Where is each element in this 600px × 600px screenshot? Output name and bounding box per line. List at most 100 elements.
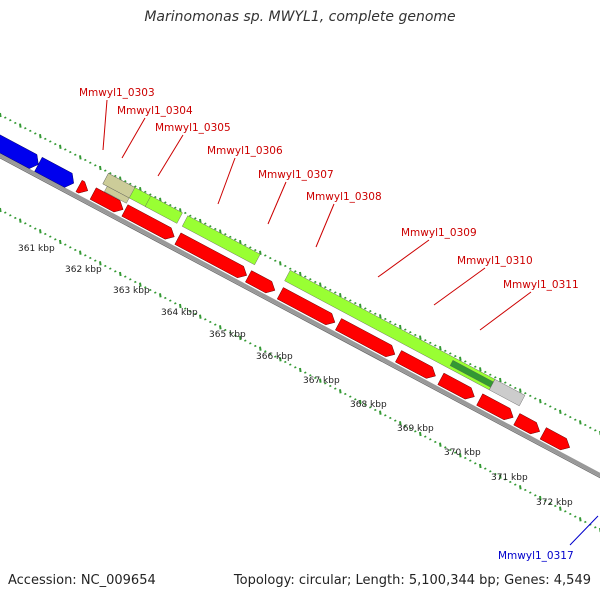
gc-tick <box>84 254 87 257</box>
gc-tick <box>384 317 387 321</box>
reverse-cds-arrow <box>34 156 74 188</box>
gc-tick <box>469 362 472 366</box>
gc-tick <box>14 121 17 125</box>
gene-label: Mmwyl1_0306 <box>207 145 283 157</box>
gc-tick <box>314 280 317 284</box>
gc-tick <box>224 233 227 236</box>
gc-tick <box>109 267 112 270</box>
gc-tick <box>489 470 492 473</box>
feature-layer <box>0 134 571 451</box>
gc-tick <box>519 388 522 393</box>
gc-tick <box>89 256 92 260</box>
kbp-tick-label: 368 kbp <box>350 400 387 410</box>
gc-tick <box>394 419 397 422</box>
gc-tick <box>324 286 327 289</box>
gc-tick <box>464 360 467 363</box>
gc-tick <box>69 150 72 154</box>
gc-tick <box>184 211 187 215</box>
gene-label-leader <box>479 291 532 331</box>
forward-cds-arrow <box>276 287 336 326</box>
gc-tick <box>189 310 192 313</box>
gc-tick <box>229 331 232 334</box>
gc-tick <box>64 148 67 151</box>
gc-tick <box>504 478 507 481</box>
gc-tick <box>39 134 42 139</box>
reverse-cds-arrow <box>0 134 39 169</box>
gc-tick <box>479 463 482 469</box>
gc-tick <box>459 356 462 361</box>
gc-tick <box>469 459 472 462</box>
gc-tick <box>54 143 57 146</box>
gc-tick <box>239 335 242 341</box>
kbp-tick-label: 363 kbp <box>113 286 150 296</box>
gc-tick <box>229 235 232 239</box>
gc-tick <box>569 415 572 419</box>
gc-tick <box>109 172 112 175</box>
kbp-tick-label: 366 kbp <box>256 352 293 362</box>
backbone-edge <box>0 157 600 479</box>
gc-tick <box>414 430 417 433</box>
gc-tick <box>534 397 537 400</box>
gc-tick <box>474 462 477 465</box>
gc-tick <box>389 416 392 420</box>
gc-tick <box>509 384 512 387</box>
gc-tick <box>59 239 62 245</box>
gc-tick <box>249 342 252 345</box>
gc-tick <box>304 275 307 278</box>
gc-tick <box>0 112 2 118</box>
gene-label: Mmwyl1_0304 <box>117 105 193 117</box>
gc-tick <box>104 169 107 172</box>
gc-tick <box>94 259 97 262</box>
gc-tick <box>449 448 452 452</box>
gc-tick <box>134 280 137 284</box>
gene-label: Mmwyl1_0310 <box>457 255 533 267</box>
forward-cds-arrow <box>245 270 276 294</box>
gene-label-leader <box>102 99 108 151</box>
gc-tick <box>329 384 332 388</box>
gc-tick <box>39 229 42 234</box>
gc-tick <box>499 377 502 383</box>
gene-label-leader <box>157 134 184 177</box>
gc-tick <box>79 250 82 255</box>
gc-tick <box>189 214 192 217</box>
gc-tick <box>504 381 507 384</box>
gc-tick <box>199 314 202 319</box>
gc-tick <box>329 288 332 292</box>
gc-tick <box>379 410 382 415</box>
gc-tick <box>574 418 577 421</box>
gc-tick <box>544 499 547 502</box>
gc-tick <box>84 158 87 162</box>
gc-tick <box>444 446 447 449</box>
gc-tick <box>9 214 12 217</box>
gc-tick <box>169 299 172 302</box>
gc-tick <box>479 367 482 372</box>
gene-label: Mmwyl1_0309 <box>401 227 477 239</box>
gc-tick <box>334 387 337 390</box>
gc-tick <box>204 222 207 225</box>
map-title: Marinomonas sp. MWYL1, complete genome <box>144 9 456 25</box>
gc-tick <box>164 201 167 204</box>
gc-tick <box>29 224 32 228</box>
gc-tick <box>209 225 212 228</box>
gc-tick <box>439 346 442 351</box>
gc-tick <box>374 408 377 412</box>
gc-tick <box>34 132 37 135</box>
gc-tick <box>74 153 77 156</box>
gene-label: Mmwyl1_0305 <box>155 122 231 134</box>
gc-tick <box>444 349 447 352</box>
gc-tick <box>44 232 47 236</box>
gc-tick <box>369 406 372 409</box>
gene-label-leader <box>377 239 430 278</box>
gc-tick <box>264 350 267 353</box>
gene-label-leader <box>315 203 335 248</box>
gc-tick <box>324 382 327 385</box>
gc-tick <box>114 270 117 273</box>
gc-tick <box>54 238 57 241</box>
gc-tick <box>434 440 437 444</box>
gc-tick <box>129 182 132 186</box>
gc-tick <box>584 423 587 427</box>
gene-label: Mmwyl1_0308 <box>306 191 382 203</box>
gc-tick <box>134 185 137 188</box>
gc-tick <box>524 488 527 492</box>
gene-label-leader <box>569 515 599 546</box>
